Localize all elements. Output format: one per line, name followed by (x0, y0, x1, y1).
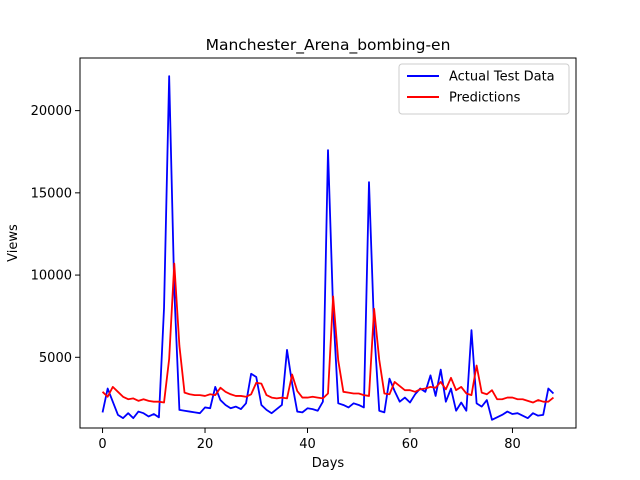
legend-box (398, 63, 570, 115)
x-tick-label: 20 (197, 437, 214, 452)
y-tick-label: 5000 (39, 351, 72, 366)
y-tick-label: 10000 (31, 269, 72, 284)
legend: Actual Test Data Predictions (398, 63, 570, 115)
legend-label-predictions: Predictions (449, 91, 521, 106)
axes-frame (79, 57, 577, 429)
x-tick-label: 40 (299, 437, 316, 452)
plot-lines (101, 75, 555, 421)
y-axis-ticks: 5000 10000 15000 20000 (31, 104, 80, 366)
x-axis-label: Days (312, 456, 345, 471)
x-tick-label: 0 (98, 437, 106, 452)
y-tick-label: 20000 (31, 104, 72, 119)
series-line-actual-test-data (101, 75, 555, 421)
legend-label-actual: Actual Test Data (449, 70, 555, 85)
y-axis-label: Views (6, 224, 21, 262)
x-axis-ticks: 0 20 40 60 80 (98, 428, 521, 452)
series-line-predictions (101, 262, 555, 404)
chart-title: Manchester_Arena_bombing-en (206, 36, 451, 55)
y-tick-label: 15000 (31, 186, 72, 201)
x-tick-label: 80 (504, 437, 521, 452)
x-tick-label: 60 (402, 437, 419, 452)
